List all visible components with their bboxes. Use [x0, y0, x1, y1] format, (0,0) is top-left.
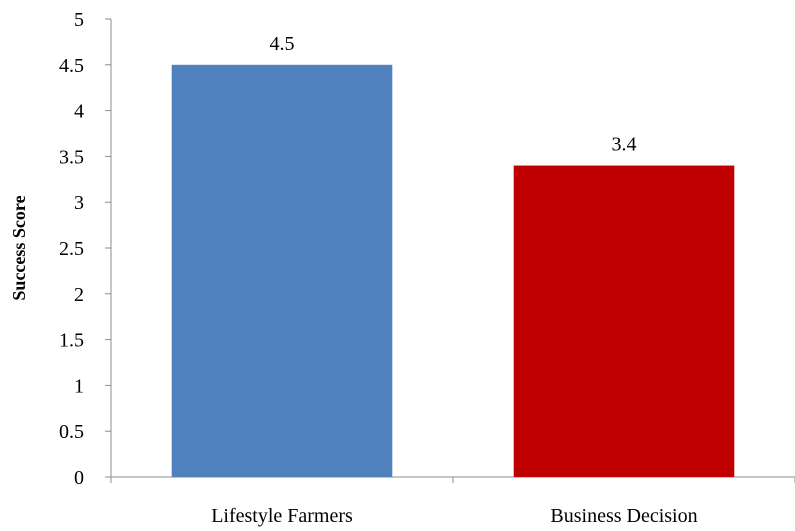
category-label: Lifestyle Farmers	[211, 505, 353, 527]
y-tick-labels: 0 0.5 1 1.5 2 2.5 3 3.5 4 4.5 5	[59, 9, 111, 489]
y-tick-label: 4	[74, 101, 84, 123]
y-tick-label: 0.5	[59, 421, 84, 443]
x-axis: Lifestyle Farmers Business Decision	[110, 476, 795, 527]
category-label: Business Decision	[550, 505, 697, 527]
y-tick-label: 3.5	[59, 146, 84, 168]
y-tick-label: 4.5	[59, 55, 84, 77]
y-tick-label: 2	[74, 284, 84, 306]
y-tick-label: 5	[74, 9, 84, 31]
category-labels: Lifestyle Farmers Business Decision	[211, 505, 697, 527]
bar	[171, 64, 393, 478]
y-tick-label: 1.5	[59, 330, 84, 352]
y-tick-label: 3	[74, 192, 84, 214]
y-axis: 0 0.5 1 1.5 2 2.5 3 3.5 4 4.5 5	[59, 9, 112, 489]
y-tick-label: 0	[74, 467, 84, 489]
y-tick-label: 2.5	[59, 238, 84, 260]
data-label: 3.4	[612, 134, 637, 156]
y-tick-label: 1	[74, 375, 84, 397]
x-tick-marks	[110, 477, 795, 483]
y-axis-title: Success Score	[9, 195, 29, 300]
bar	[513, 165, 735, 477]
data-label: 4.5	[270, 33, 295, 55]
data-labels: 4.5 3.4	[270, 33, 637, 156]
bars	[171, 64, 735, 478]
